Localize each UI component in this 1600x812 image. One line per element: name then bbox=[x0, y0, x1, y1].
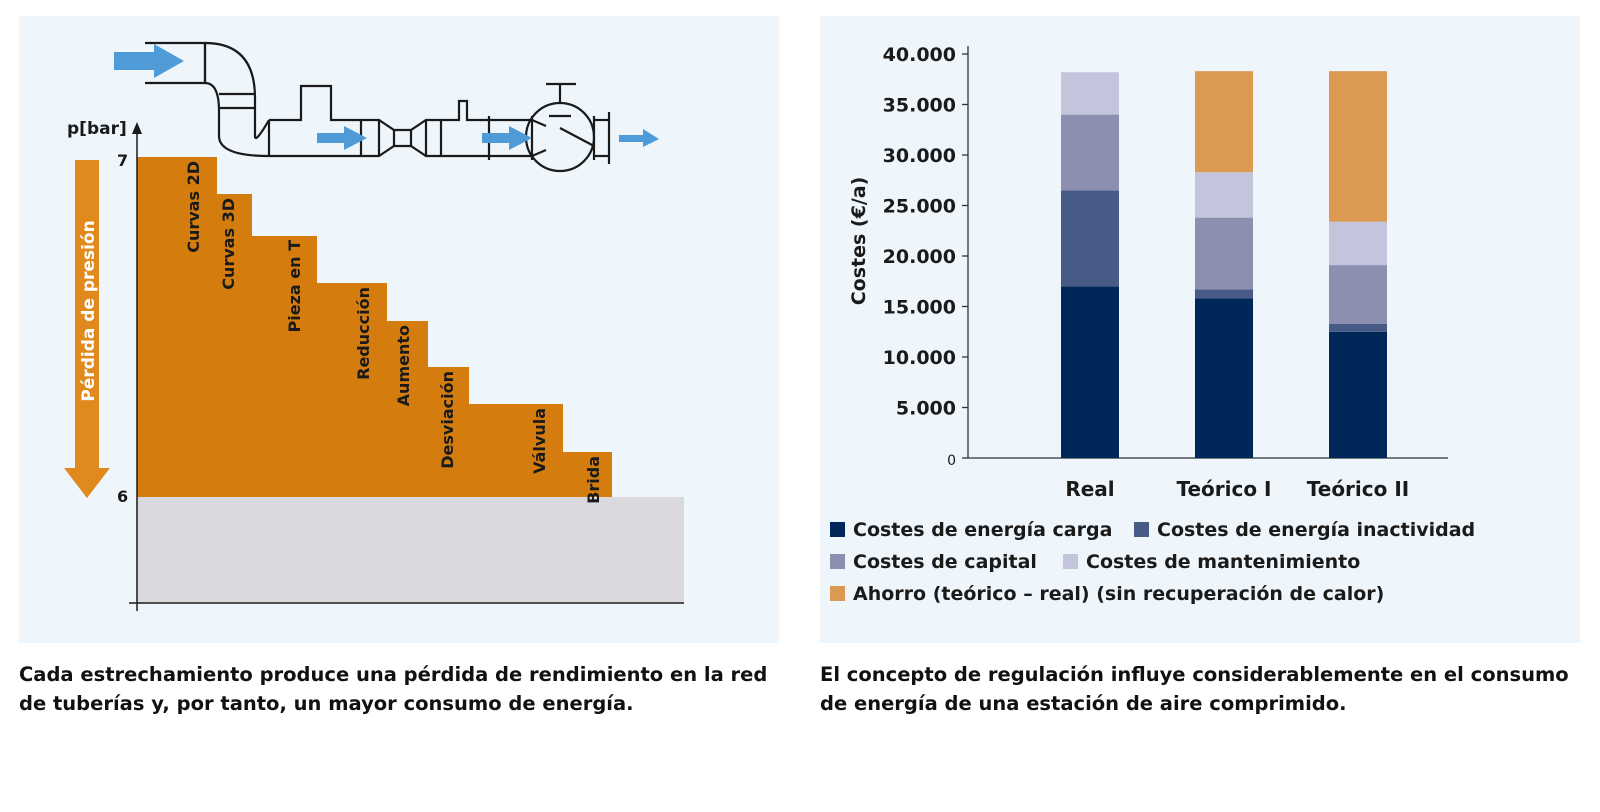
y-tick-label: 30.000 bbox=[883, 145, 956, 167]
y-tick-label: 10.000 bbox=[883, 347, 956, 369]
legend-label: Costes de capital bbox=[853, 551, 1037, 573]
left-caption: Cada estrechamiento produce una pérdida … bbox=[19, 663, 768, 715]
legend-swatch bbox=[1134, 522, 1149, 537]
flow-arrow-icon bbox=[317, 126, 367, 150]
y-tick-label: 40.000 bbox=[883, 44, 956, 66]
y-tick-label: 25.000 bbox=[883, 196, 956, 218]
bar-segment bbox=[1061, 190, 1119, 287]
legend-label: Costes de energía inactividad bbox=[1157, 519, 1475, 541]
y-tick-label: 5.000 bbox=[896, 398, 956, 420]
bar-segment bbox=[1195, 298, 1253, 458]
category-label: Teórico I bbox=[1176, 477, 1271, 501]
chart-ticks: 0 5.000 10.000 15.000 20.000 25.000 30.000 35.0… bbox=[883, 44, 968, 469]
bar-segment bbox=[1329, 331, 1387, 458]
y-tick-6: 6 bbox=[117, 487, 128, 506]
pressure-loss-diagram: p[bar] 7 6 Pérdida de presión Curvas 2D C… bbox=[64, 41, 684, 611]
y-tick-label: 20.000 bbox=[883, 246, 956, 268]
y-tick-label: 0 bbox=[947, 453, 956, 469]
bar-segment bbox=[1195, 71, 1253, 173]
flow-arrow-icon bbox=[114, 44, 184, 78]
chart-bars bbox=[1061, 71, 1387, 458]
bar-segment bbox=[1329, 265, 1387, 324]
pressure-axes bbox=[129, 122, 684, 611]
legend-swatch bbox=[830, 522, 845, 537]
category-label: Real bbox=[1065, 477, 1114, 501]
step-labels: Curvas 2D Curvas 3D Pieza en T Reducción Aum… bbox=[184, 161, 603, 504]
legend-swatch bbox=[830, 554, 845, 569]
pressure-staircase bbox=[137, 157, 612, 497]
y-axis-label: p[bar] bbox=[67, 119, 127, 139]
step-label: Curvas 2D bbox=[184, 161, 203, 253]
bar-segment bbox=[1061, 72, 1119, 115]
step-label: Aumento bbox=[394, 325, 413, 406]
pipe-schematic bbox=[145, 41, 611, 173]
bar-segment bbox=[1195, 217, 1253, 290]
step-label: Desviación bbox=[438, 371, 457, 469]
y-tick-label: 15.000 bbox=[883, 297, 956, 319]
stacked-bar-chart: 0 5.000 10.000 15.000 20.000 25.000 30.000 35.0… bbox=[830, 44, 1475, 605]
bar-segment bbox=[1329, 71, 1387, 222]
bar-segment bbox=[1061, 114, 1119, 191]
right-caption: El concepto de regulación influye consid… bbox=[820, 663, 1569, 715]
pressure-loss-label: Pérdida de presión bbox=[79, 220, 99, 401]
legend-swatch bbox=[1063, 554, 1078, 569]
chart-categories: Real Teórico I Teórico II bbox=[1065, 477, 1409, 501]
bar-segment bbox=[1061, 286, 1119, 458]
flow-arrows bbox=[114, 44, 659, 150]
bar-segment bbox=[1329, 221, 1387, 266]
bar-segment bbox=[1195, 172, 1253, 218]
bar-segment bbox=[1195, 289, 1253, 299]
y-tick-label: 35.000 bbox=[883, 95, 956, 117]
flow-arrow-icon bbox=[482, 126, 532, 150]
pressure-loss-figure: p[bar] 7 6 Pérdida de presión Curvas 2D C… bbox=[19, 16, 779, 643]
baseline-area bbox=[137, 497, 684, 603]
step-label: Curvas 3D bbox=[219, 198, 238, 290]
legend-swatch bbox=[830, 586, 845, 601]
bar-segment bbox=[1329, 323, 1387, 332]
step-label: Brida bbox=[584, 456, 603, 504]
legend-label: Ahorro (teórico – real) (sin recuperació… bbox=[853, 583, 1384, 605]
step-label: Reducción bbox=[354, 287, 373, 380]
category-label: Teórico II bbox=[1307, 477, 1409, 501]
legend-label: Costes de mantenimiento bbox=[1086, 551, 1360, 573]
flow-arrow-icon bbox=[619, 129, 659, 147]
chart-ylabel: Costes (€/a) bbox=[848, 177, 870, 306]
y-tick-7: 7 bbox=[117, 151, 128, 170]
regulation-costs-figure: 0 5.000 10.000 15.000 20.000 25.000 30.000 35.0… bbox=[820, 16, 1580, 643]
pressure-loss-arrow-icon bbox=[64, 160, 110, 498]
step-label: Válvula bbox=[530, 408, 549, 474]
legend-label: Costes de energía carga bbox=[853, 519, 1112, 541]
chart-legend: Costes de energía carga Costes de energía… bbox=[830, 519, 1475, 605]
step-label: Pieza en T bbox=[285, 240, 304, 333]
